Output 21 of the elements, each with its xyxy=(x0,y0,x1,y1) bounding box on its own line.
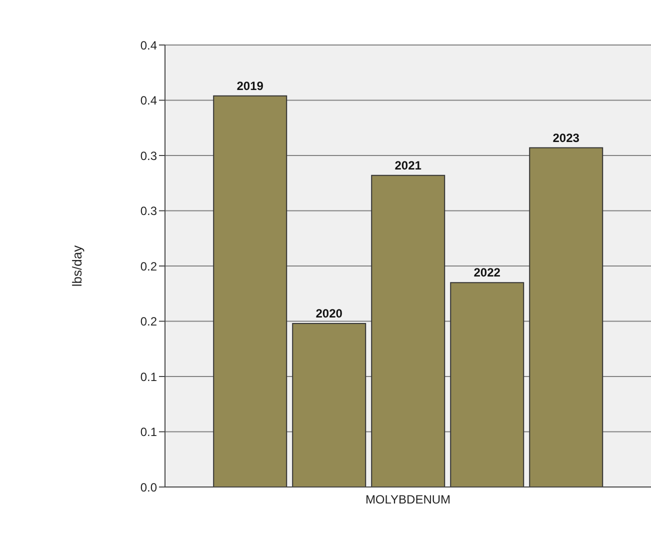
y-tick-label: 0.1 xyxy=(140,425,158,440)
y-tick-label: 0.4 xyxy=(140,94,158,108)
y-tick-label: 0.3 xyxy=(140,148,158,163)
bar xyxy=(292,322,366,487)
bar xyxy=(450,282,524,487)
series-label: 2021 xyxy=(394,158,422,172)
bar xyxy=(213,95,288,487)
y-tick-label: 0.3 xyxy=(140,204,158,218)
y-tick-label: 0.0 xyxy=(140,480,158,494)
bar xyxy=(371,174,446,487)
bar xyxy=(529,147,604,487)
y-axis-title: lbs/day xyxy=(70,244,85,287)
y-tick-label: 0.2 xyxy=(140,314,158,329)
y-tick-label: 0.2 xyxy=(140,259,158,274)
y-tick-label: 0.1 xyxy=(140,370,158,384)
series-label: 2020 xyxy=(316,306,343,320)
x-tick-label: MOLYBDENUM xyxy=(365,492,451,507)
series-label: 2023 xyxy=(552,130,580,145)
y-tick-label: 0.4 xyxy=(140,38,158,52)
series-label: 2019 xyxy=(236,78,264,93)
series-label: 2022 xyxy=(474,266,501,280)
